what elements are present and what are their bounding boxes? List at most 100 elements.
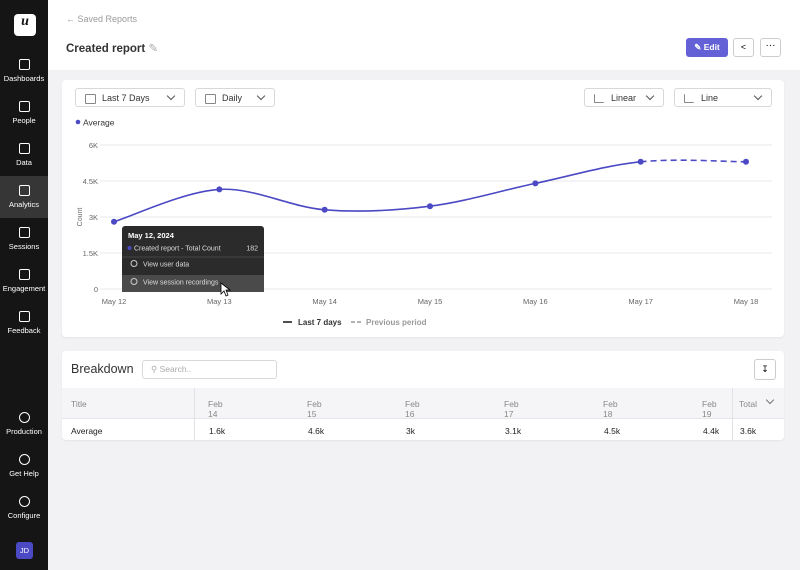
table-column-header: Title: [71, 399, 87, 409]
table-cell: 3.1k: [505, 426, 522, 436]
divider: [732, 388, 733, 440]
tooltip-date: May 12, 2024: [128, 231, 175, 240]
nav-item[interactable]: Sessions: [8, 242, 40, 251]
date-range-select[interactable]: Last 7 Days: [75, 88, 185, 107]
share-button[interactable]: <: [733, 38, 754, 57]
date-range[interactable]: Last 7 Days: [102, 93, 150, 103]
x-tick-label: May 15: [418, 297, 443, 306]
nav-icon: [19, 269, 30, 280]
table-column-header[interactable]: Feb 14: [208, 399, 223, 419]
tooltip-value: 182: [246, 246, 258, 253]
table-header: [62, 388, 784, 419]
scale-select[interactable]: Linear: [584, 88, 664, 107]
data-point[interactable]: [427, 203, 433, 210]
table-cell: 4.6k: [308, 426, 325, 436]
interval-select[interactable]: Daily: [195, 88, 275, 107]
nav-item[interactable]: Get Help: [9, 469, 39, 478]
edit-label[interactable]: Edit: [703, 42, 720, 52]
search-placeholder[interactable]: Search..: [159, 364, 192, 374]
y-tick-label: 4.5K: [83, 177, 98, 186]
nav-icon: [19, 143, 30, 154]
report-title: Created report ✎: [66, 41, 158, 55]
chart-style-select[interactable]: Line: [674, 88, 772, 107]
data-point[interactable]: [532, 180, 539, 187]
logo[interactable]: u: [14, 14, 36, 36]
search-box[interactable]: ⚲ Search..: [142, 360, 277, 379]
breadcrumb-text[interactable]: Saved Reports: [77, 14, 138, 24]
download-button[interactable]: ↧: [754, 359, 776, 380]
data-point[interactable]: [321, 206, 328, 213]
table-cell: Average: [71, 426, 103, 436]
tooltip: May 12, 2024 Created report - Total Count…: [122, 226, 264, 292]
y-tick-label: 0: [94, 285, 98, 294]
x-tick-label: May 12: [102, 297, 127, 306]
divider: [194, 388, 195, 440]
tooltip-metric: Created report - Total Count: [134, 246, 221, 253]
legend-swatch: [75, 119, 81, 125]
data-point[interactable]: [637, 158, 644, 165]
breakdown-title: Breakdown: [71, 362, 134, 376]
data-point[interactable]: [743, 158, 749, 165]
nav-item[interactable]: Analytics: [8, 200, 39, 209]
breakdown-card: Breakdown ⚲ Search.. ↧: [62, 351, 784, 440]
table-column-header[interactable]: Feb 18: [603, 399, 618, 419]
interval[interactable]: Daily: [222, 93, 243, 103]
nav-icon: [19, 496, 30, 507]
x-tick-label: May 14: [312, 297, 337, 306]
x-tick-label: May 16: [523, 297, 548, 306]
nav-icon: [19, 454, 30, 465]
table-cell: 3.6k: [740, 426, 757, 436]
table-column-header[interactable]: Total: [739, 399, 757, 409]
data-point[interactable]: [216, 186, 223, 193]
nav-item[interactable]: Production: [6, 427, 42, 436]
series-line: [113, 161, 641, 223]
period-label[interactable]: Previous period: [366, 318, 427, 327]
nav-active: [0, 176, 48, 218]
sidebar: u JD Dashboards People Data Analytics Sessio…: [0, 0, 48, 570]
y-tick-label: 3K: [89, 213, 98, 222]
breadcrumb[interactable]: ← Saved Reports: [66, 14, 138, 24]
table-cell: 1.6k: [209, 426, 226, 436]
tooltip-action[interactable]: View user data: [143, 262, 189, 269]
more-button[interactable]: ···: [760, 38, 781, 57]
table-column-header[interactable]: Feb 15: [307, 399, 322, 419]
y-tick-label: 1.5K: [83, 249, 98, 258]
scale[interactable]: Linear: [611, 93, 637, 103]
x-tick-label: May 17: [628, 297, 653, 306]
period-label[interactable]: Last 7 days: [298, 318, 342, 327]
nav-item[interactable]: Feedback: [7, 326, 41, 335]
cursor: [220, 282, 232, 297]
table-column-header[interactable]: Feb 19: [702, 399, 717, 419]
table-column-header[interactable]: Feb 17: [504, 399, 519, 419]
nav-item[interactable]: Dashboards: [3, 74, 45, 83]
edit-button[interactable]: ✎ Edit: [686, 38, 728, 57]
tooltip-swatch: [127, 246, 132, 250]
data-point[interactable]: [111, 218, 117, 225]
x-tick-label: May 18: [734, 297, 759, 306]
nav-item[interactable]: Engagement: [2, 284, 46, 293]
x-tick-label: May 13: [207, 297, 232, 306]
edit-icon[interactable]: ✎: [148, 43, 159, 55]
table-cell: 4.4k: [703, 426, 720, 436]
y-tick-label: 6K: [89, 141, 98, 150]
legend-label[interactable]: Average: [83, 118, 115, 128]
table-cell: 4.5k: [604, 426, 621, 436]
action-icon: [130, 278, 138, 285]
chart-style[interactable]: Line: [701, 93, 719, 103]
nav-icon: [19, 412, 30, 423]
avatar[interactable]: JD: [16, 542, 33, 559]
nav-item[interactable]: Data: [16, 158, 32, 167]
tooltip-action[interactable]: View session recordings: [143, 280, 219, 287]
action-icon: [130, 260, 138, 267]
table-column-header[interactable]: Feb 16: [405, 399, 420, 419]
chart-card: [62, 80, 784, 337]
nav-item[interactable]: Configure: [7, 511, 41, 520]
nav-icon: [19, 101, 30, 112]
nav-icon: [19, 185, 30, 196]
nav-icon: [19, 311, 30, 322]
nav-icon: [19, 227, 30, 238]
nav-item[interactable]: People: [12, 116, 36, 125]
tooltip-hover: [122, 275, 264, 292]
